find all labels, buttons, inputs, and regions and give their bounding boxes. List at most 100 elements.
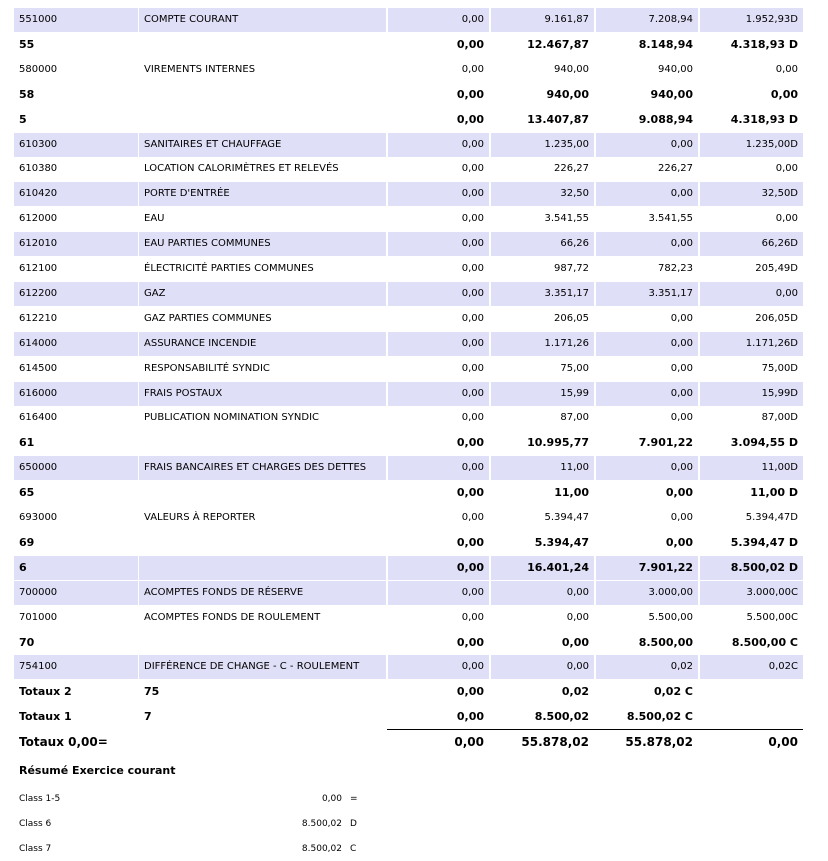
- amount-cell: 0,00: [670, 362, 693, 374]
- row-shade: [14, 281, 138, 306]
- amount-cell: 5.394,47D: [745, 512, 798, 523]
- label-cell: 7: [144, 710, 152, 724]
- amount-cell: 0,00: [670, 387, 693, 399]
- row-shade: [139, 456, 386, 481]
- account-cell: 580000: [19, 63, 58, 75]
- summary-sign: =: [350, 794, 358, 804]
- amount-cell: 0,00: [461, 462, 484, 474]
- row-shade: [700, 456, 803, 481]
- amount-cell: 0,00: [461, 337, 484, 349]
- amount-cell: 1.952,93D: [745, 14, 798, 25]
- label-cell: DIFFÉRENCE DE CHANGE - C - ROULEMENT: [144, 661, 360, 673]
- total-rule: [387, 729, 803, 731]
- amount-cell: 206,05D: [755, 312, 798, 324]
- account-cell: Totaux 2: [19, 685, 72, 699]
- row-shade: [491, 182, 594, 207]
- amount-cell: 8.500,02 D: [730, 560, 798, 574]
- amount-cell: 0,00: [461, 213, 484, 225]
- summary-label: Class 6: [19, 818, 52, 829]
- amount-cell: 0,00: [566, 586, 589, 598]
- amount-cell: 0,00: [456, 87, 484, 101]
- row-shade: [700, 232, 803, 257]
- row-shade: [388, 8, 489, 32]
- amount-cell: 0,00: [461, 611, 484, 623]
- row-shade: [596, 8, 698, 32]
- label-cell: PORTE D'ENTRÉE: [144, 188, 230, 200]
- summary-amount: 8.500,02: [301, 818, 342, 829]
- amount-cell: 13.407,87: [527, 112, 589, 126]
- amount-cell: 0,00: [670, 188, 693, 200]
- row-shade: [596, 331, 698, 356]
- row-shade: [139, 555, 386, 580]
- label-cell: PUBLICATION NOMINATION SYNDIC: [144, 412, 319, 424]
- amount-cell: 0,02: [670, 661, 693, 673]
- amount-cell: 15,99: [560, 387, 589, 399]
- amount-cell: 3.541,55: [544, 213, 589, 225]
- amount-cell: 75,00: [560, 362, 589, 374]
- account-cell: 65: [19, 486, 35, 500]
- row-shade: [139, 8, 386, 32]
- row-shade: [388, 132, 489, 157]
- amount-cell: 0,00: [566, 661, 589, 673]
- row-shade: [139, 132, 386, 157]
- amount-cell: 0,00: [456, 635, 484, 649]
- label-cell: GAZ PARTIES COMMUNES: [144, 312, 272, 324]
- row-shade: [491, 281, 594, 306]
- row-shade: [14, 555, 138, 580]
- amount-cell: 0,00: [770, 87, 798, 101]
- summary-amount: 0,00: [321, 794, 342, 804]
- amount-cell: 782,23: [658, 263, 693, 274]
- amount-cell: 11,00: [560, 462, 589, 474]
- amount-cell: 0,00: [670, 512, 693, 523]
- amount-cell: 32,50D: [761, 188, 798, 200]
- amount-cell: 32,50: [560, 188, 589, 200]
- account-cell: 612010: [19, 238, 58, 250]
- label-cell: EAU: [144, 213, 165, 225]
- amount-cell: 11,00D: [761, 462, 798, 474]
- amount-cell: 0,00: [670, 138, 693, 150]
- amount-cell: 5.394,47 D: [730, 535, 798, 549]
- account-cell: 650000: [19, 462, 58, 474]
- amount-cell: 0,00: [775, 287, 798, 299]
- amount-cell: 0,00: [461, 14, 484, 25]
- row-shade: [700, 381, 803, 406]
- account-cell: 58: [19, 87, 35, 101]
- amount-cell: 0,00: [665, 535, 693, 549]
- account-cell: 700000: [19, 586, 58, 598]
- account-cell: 610380: [19, 163, 58, 175]
- account-cell: 612200: [19, 287, 58, 299]
- row-shade: [388, 281, 489, 306]
- amount-cell: 0,00: [461, 586, 484, 598]
- amount-cell: 0,00: [456, 37, 484, 51]
- row-shade: [388, 331, 489, 356]
- row-shade: [491, 580, 594, 605]
- amount-cell: 3.541,55: [648, 213, 693, 225]
- row-shade: [139, 182, 386, 207]
- label-cell: VIREMENTS INTERNES: [144, 63, 256, 75]
- amount-cell: 0,00: [456, 710, 484, 724]
- row-shade: [491, 555, 594, 580]
- amount-cell: 7.901,22: [638, 436, 693, 450]
- row-shade: [700, 580, 803, 605]
- amount-cell: 1.171,26: [544, 337, 589, 349]
- row-shade: [700, 331, 803, 356]
- amount-cell: 0,00: [665, 486, 693, 500]
- amount-cell: 5.394,47: [534, 535, 589, 549]
- row-shade: [596, 232, 698, 257]
- account-cell: 754100: [19, 661, 58, 673]
- row-shade: [700, 555, 803, 580]
- row-shade: [388, 381, 489, 406]
- row-shade: [700, 182, 803, 207]
- row-shade: [139, 232, 386, 257]
- account-cell: 693000: [19, 512, 58, 523]
- label-cell: EAU PARTIES COMMUNES: [144, 238, 271, 250]
- amount-cell: 0,00: [461, 512, 484, 523]
- account-cell: 614000: [19, 337, 58, 349]
- row-shade: [596, 456, 698, 481]
- row-shade: [491, 232, 594, 257]
- amount-cell: 0,00: [461, 312, 484, 324]
- label-cell: 75: [144, 685, 160, 699]
- amount-cell: 75,00D: [761, 362, 798, 374]
- account-cell: 612210: [19, 312, 58, 324]
- amount-cell: 226,27: [554, 163, 589, 175]
